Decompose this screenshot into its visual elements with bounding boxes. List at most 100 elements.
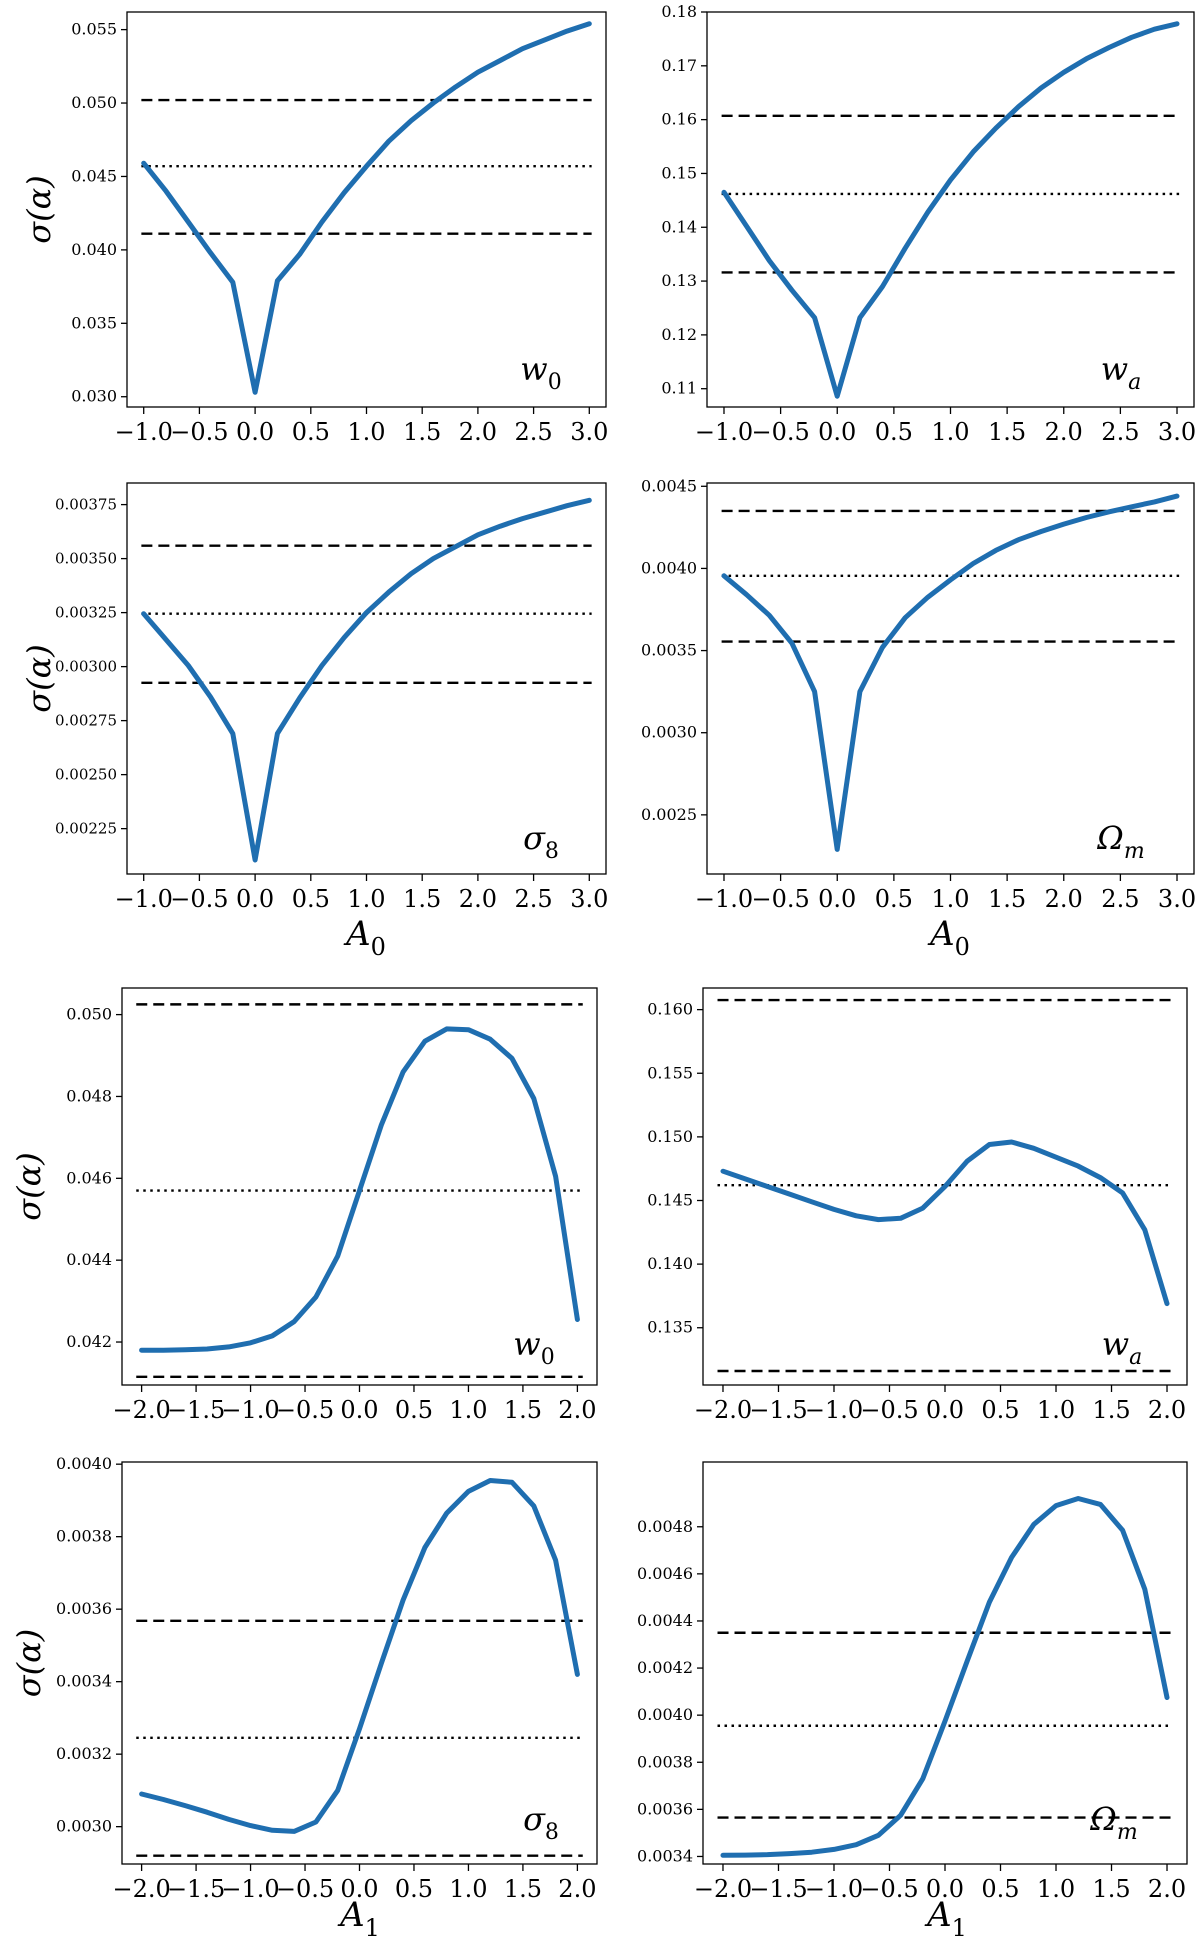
y-tick-label: 0.0045	[641, 476, 697, 495]
y-tick-label: 0.16	[661, 110, 697, 129]
x-tick-label: −1.0	[695, 885, 753, 913]
x-tick-label: −0.5	[170, 885, 228, 913]
x-tick-label: 1.0	[449, 1396, 487, 1424]
x-tick-label: 0.0	[926, 1875, 964, 1903]
x-tick-label: 0.0	[340, 1875, 378, 1903]
x-tick-label: −0.5	[751, 885, 809, 913]
x-axis-label: A0	[343, 914, 386, 961]
x-tick-label: −1.0	[805, 1875, 863, 1903]
chart-panel-3: −1.0−0.5 0.0 0.5 1.0 1.5 2.0 2.5 3.0 0.00225 0.00…	[20, 482, 608, 961]
x-tick-label: −0.5	[170, 418, 228, 446]
x-tick-label: 0.5	[395, 1875, 433, 1903]
y-tick-label: 0.0038	[56, 1527, 112, 1546]
parameter-label: wa	[1101, 350, 1142, 395]
y-tick-label: 0.0025	[641, 805, 697, 824]
y-tick-label: 0.150	[647, 1127, 693, 1146]
x-tick-label: 1.5	[1092, 1875, 1130, 1903]
parameter-label: σ8	[523, 819, 559, 864]
x-tick-label: −2.0	[112, 1875, 170, 1903]
x-tick-label: 2.0	[1148, 1875, 1186, 1903]
x-tick-label: 0.0	[818, 885, 856, 913]
x-axis-label: A1	[337, 1895, 380, 1939]
chart-panel-6: −2.0−1.5−1.0−0.5 0.0 0.5 1.0 1.5 2.0 0.135 0.14…	[647, 987, 1188, 1424]
x-tick-label: −2.0	[694, 1396, 752, 1424]
y-tick-label: 0.0046	[637, 1564, 693, 1583]
x-tick-label: −1.0	[115, 418, 173, 446]
x-tick-label: 1.5	[988, 885, 1026, 913]
parameter-label: σ8	[523, 1800, 559, 1845]
y-tick-label: 0.0034	[637, 1846, 693, 1865]
y-tick-label: 0.0040	[56, 1454, 112, 1473]
y-tick-label: 0.14	[661, 217, 697, 236]
y-tick-label: 0.17	[661, 56, 697, 75]
x-tick-label: 0.5	[875, 885, 913, 913]
x-tick-label: 2.5	[1101, 885, 1139, 913]
data-series-line	[720, 1139, 1170, 1307]
plot-frame	[126, 11, 607, 408]
chart-panel-1: −1.0−0.5 0.0 0.5 1.0 1.5 2.0 2.5 3.0 0.030 0.035 0…	[20, 11, 608, 446]
x-tick-label: 1.5	[403, 418, 441, 446]
y-tick-label: 0.15	[661, 163, 697, 182]
x-tick-label: −0.5	[276, 1875, 334, 1903]
y-tick-label: 0.145	[647, 1190, 693, 1209]
y-tick-label: 0.00225	[55, 820, 117, 838]
y-tick-label: 0.0040	[637, 1705, 693, 1724]
x-tick-label: 0.5	[981, 1875, 1019, 1903]
y-tick-label: 0.0030	[56, 1817, 112, 1836]
y-tick-label: 0.155	[647, 1063, 693, 1082]
y-tick-label: 0.13	[661, 271, 697, 290]
x-tick-label: −1.0	[221, 1875, 279, 1903]
y-tick-label: 0.042	[66, 1332, 112, 1351]
y-tick-label: 0.050	[66, 1005, 112, 1024]
x-tick-label: 0.5	[875, 418, 913, 446]
x-tick-label: −1.5	[749, 1396, 807, 1424]
parameter-label: wa	[1102, 1325, 1143, 1370]
x-tick-label: −0.5	[860, 1875, 918, 1903]
x-tick-label: −1.0	[805, 1396, 863, 1424]
y-tick-label: 0.160	[647, 1000, 693, 1019]
y-tick-label: 0.00325	[55, 604, 117, 622]
x-tick-label: 2.0	[1045, 885, 1083, 913]
chart-panel-8: −2.0−1.5−1.0−0.5 0.0 0.5 1.0 1.5 2.0 0.0034 0.0…	[637, 1461, 1188, 1939]
data-series-line	[141, 497, 592, 863]
y-tick-label: 0.030	[71, 387, 117, 406]
y-tick-label: 0.0032	[56, 1744, 112, 1763]
x-tick-label: 1.0	[1037, 1396, 1075, 1424]
x-tick-label: −0.5	[276, 1396, 334, 1424]
x-tick-label: 3.0	[570, 885, 608, 913]
y-tick-label: 0.0030	[641, 723, 697, 742]
x-tick-label: 3.0	[1158, 885, 1196, 913]
x-tick-label: 0.0	[818, 418, 856, 446]
x-tick-label: 0.0	[926, 1396, 964, 1424]
y-tick-label: 0.18	[661, 2, 697, 21]
x-axis-label: A0	[927, 914, 970, 961]
y-tick-label: 0.0038	[637, 1752, 693, 1771]
x-tick-label: 2.5	[515, 885, 553, 913]
x-tick-label: −1.5	[167, 1875, 225, 1903]
data-series-line	[141, 21, 592, 395]
x-tick-label: 1.0	[931, 885, 969, 913]
y-tick-label: 0.0040	[641, 558, 697, 577]
x-tick-label: −2.0	[694, 1875, 752, 1903]
x-tick-label: 1.0	[347, 885, 385, 913]
y-tick-label: 0.0048	[637, 1517, 693, 1536]
y-tick-label: 0.00250	[55, 766, 117, 784]
x-tick-label: 1.5	[1092, 1396, 1130, 1424]
x-tick-label: −2.0	[112, 1396, 170, 1424]
x-tick-label: 0.5	[395, 1396, 433, 1424]
parameter-label: Ωm	[1096, 819, 1144, 864]
x-tick-label: 0.5	[981, 1396, 1019, 1424]
x-tick-label: 0.0	[236, 418, 274, 446]
y-axis-label: σ(α)	[10, 1629, 48, 1697]
y-tick-label: 0.12	[661, 325, 697, 344]
y-tick-label: 0.00350	[55, 550, 117, 568]
y-tick-label: 0.044	[66, 1250, 112, 1269]
data-series-line	[720, 1496, 1170, 1858]
data-series-line	[721, 493, 1180, 852]
chart-panel-7: −2.0−1.5−1.0−0.5 0.0 0.5 1.0 1.5 2.0 0.0030 0.0…	[10, 1454, 598, 1939]
y-tick-label: 0.135	[647, 1318, 693, 1337]
x-tick-label: −1.0	[221, 1396, 279, 1424]
x-tick-label: 0.5	[292, 418, 330, 446]
x-tick-label: 2.5	[515, 418, 553, 446]
